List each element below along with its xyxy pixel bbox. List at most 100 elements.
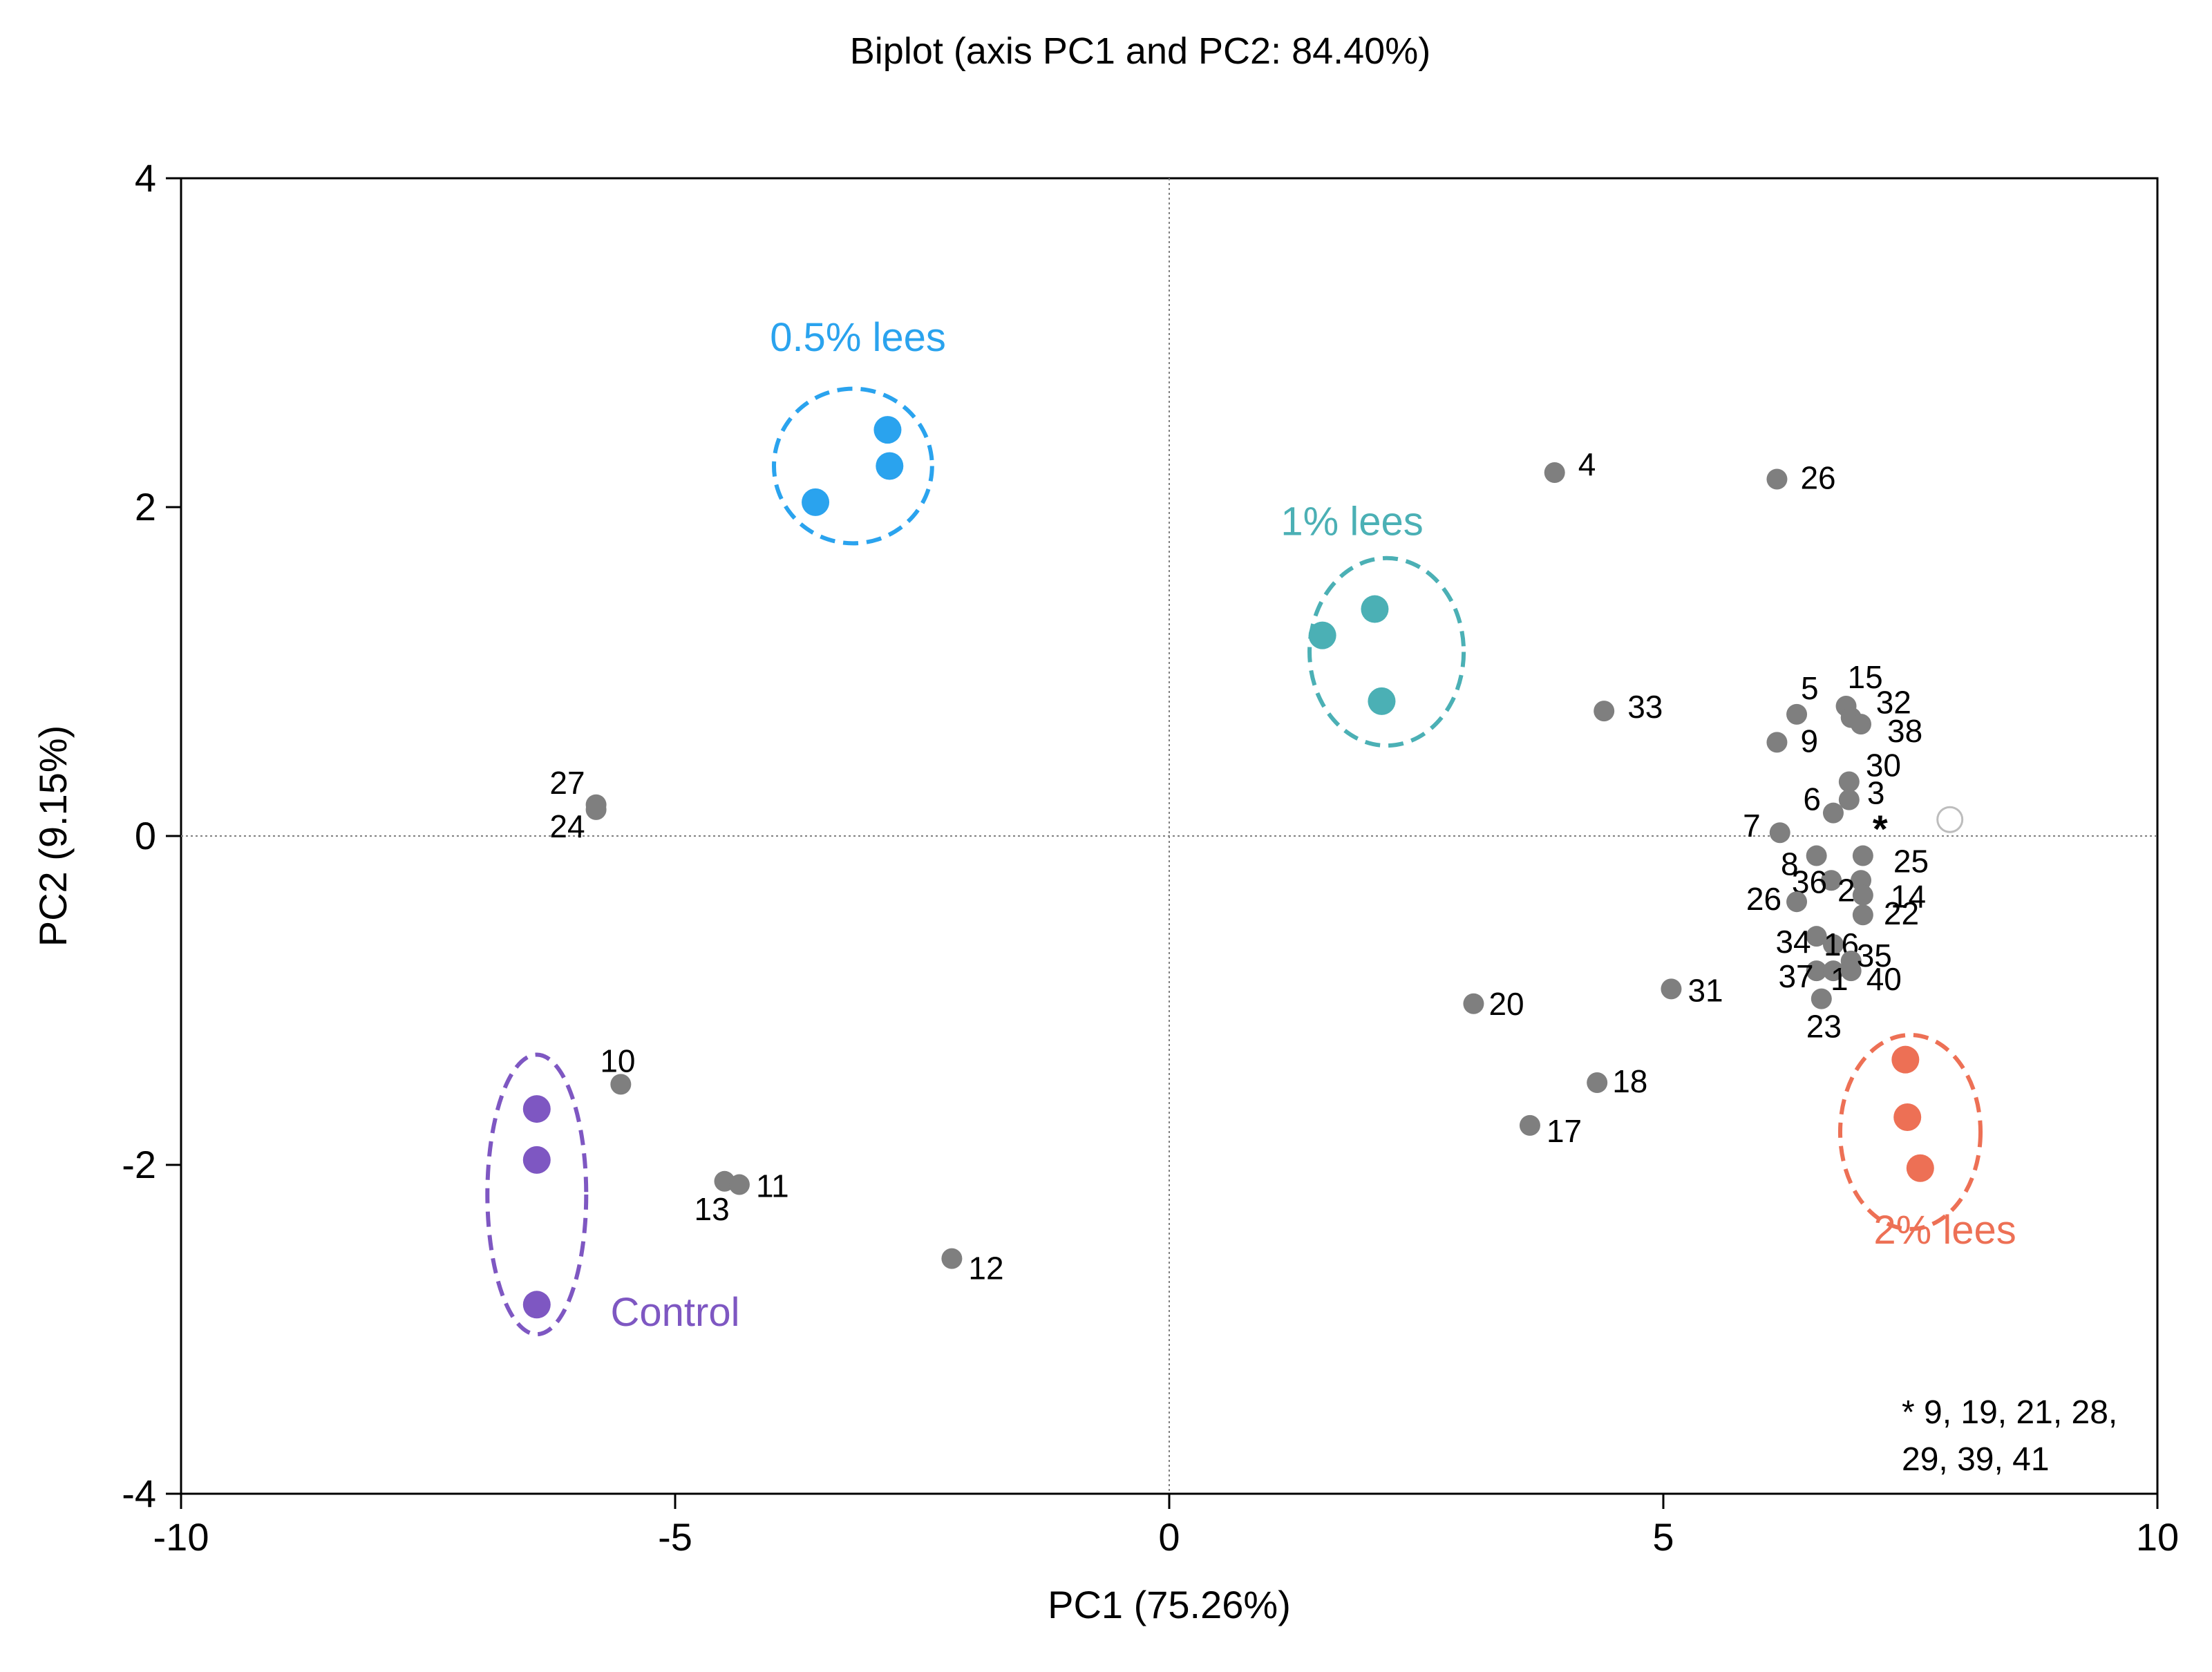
y-tick-label: -4 [122,1472,156,1515]
group-point [522,1146,551,1174]
variable-point [1838,771,1860,792]
x-tick-label: -5 [658,1515,692,1559]
group-label: 2% lees [1873,1208,2016,1253]
variable-label: 20 [1488,986,1524,1022]
variable-26b: 26 [1746,881,1808,917]
variable-label: 4 [1578,446,1596,482]
group-2-lees: 2% lees [1837,1032,2016,1253]
group-ellipse [1307,555,1466,748]
group-point [522,1095,551,1123]
variable-label: 26 [1800,460,1835,496]
variable-label: 15 [1848,659,1883,695]
variable-point [1806,960,1827,982]
group-label: 0.5% lees [770,315,946,360]
variable-30: 30 [1838,747,1901,792]
variable-point [941,1248,963,1269]
group-point [522,1291,551,1319]
asterisk-footnote: * 9, 19, 21, 28, 29, 39, 41 [1902,1394,2117,1478]
variable-point [1594,701,1615,722]
variable-point [1544,462,1565,484]
group-point [1893,1103,1922,1131]
group-point [802,488,830,516]
variable-10: 10 [600,1043,636,1095]
variable-25: 25 [1852,844,1929,880]
footnote-line-2: 29, 39, 41 [1902,1441,2050,1478]
variable-label: 14 [1891,879,1926,915]
variable-label: 32 [1876,685,1911,721]
variable-label: 12 [968,1251,1003,1286]
variable-label: 10 [600,1043,635,1079]
variable-point [1822,802,1844,824]
variable-8: 8 [1781,845,1827,882]
variable-label: 31 [1688,972,1723,1008]
y-tick-label: 4 [135,156,156,200]
variable-26a: 26 [1766,460,1836,496]
variable-point [1852,904,1873,926]
variable-17: 17 [1519,1113,1582,1149]
supplementary-points [1936,806,1964,833]
variable-40: 40 [1840,960,1902,997]
plot-area [180,177,2159,1495]
x-tick-label: -10 [153,1515,209,1559]
variable-point [1838,789,1860,810]
x-axis-label: PC1 (75.26%) [1048,1583,1291,1626]
variable-label: 25 [1893,844,1929,880]
variable-23: 23 [1806,988,1842,1045]
group-label: Control [611,1290,740,1335]
group-0-5-lees: 0.5% lees [770,315,946,546]
variable-label: 17 [1547,1113,1582,1149]
chart-title: Biplot (axis PC1 and PC2: 84.40%) [850,30,1430,72]
group-ellipse [1837,1032,1983,1231]
variable-point [1852,884,1873,906]
variable-label: 40 [1866,961,1902,997]
variable-point [1463,993,1484,1014]
group-point [1361,595,1389,623]
variable-point [1786,891,1808,913]
variable-label: 9 [1800,723,1818,759]
x-tick-label: 5 [1652,1515,1674,1559]
group-point [873,416,902,444]
variable-34: 34 [1775,924,1827,960]
variable-4: 4 [1544,446,1596,484]
variable-label: 24 [549,808,585,844]
variable-6: 6 [1803,781,1844,824]
variable-label: 2 [1837,872,1855,908]
variable-14: 14 [1852,879,1926,915]
variable-label: 35 [1857,938,1892,973]
variable-label: 38 [1887,713,1922,749]
variable-12: 12 [941,1248,1004,1286]
y-tick-label: -2 [122,1143,156,1186]
group-point [1891,1045,1920,1074]
variable-37: 37 [1778,958,1827,994]
variable-point [1769,822,1790,844]
group-ellipse [485,1052,589,1337]
variable-point [1806,926,1827,947]
variable-22: 22 [1852,895,1919,931]
variable-label: 7 [1743,808,1761,844]
x-tick-label: 0 [1158,1515,1180,1559]
group-point [876,452,904,480]
x-axis: -10 -5 0 5 10 [153,1494,2179,1559]
variable-label: 5 [1801,670,1819,706]
x-tick-label: 10 [2136,1515,2179,1559]
variable-*: * [1873,807,1888,851]
footnote-line-1: * 9, 19, 21, 28, [1902,1394,2117,1431]
variable-point [1786,703,1808,725]
y-axis-label: PC2 (9.15%) [31,725,75,947]
variable-label: 11 [756,1168,789,1204]
variable-20: 20 [1463,986,1524,1022]
variable-label: 13 [694,1191,730,1227]
variable-31: 31 [1661,972,1723,1008]
variable-label: 22 [1884,895,1919,931]
variable-point [1840,960,1862,982]
variable-point [1852,845,1873,866]
group-1-lees: 1% lees [1280,499,1466,748]
variable-24: 24 [549,799,607,844]
variable-point [1811,988,1832,1009]
group-point [1906,1154,1934,1182]
variable-point [1519,1114,1540,1136]
variable-label: 3 [1867,775,1885,811]
group-control: Control [485,1052,740,1337]
